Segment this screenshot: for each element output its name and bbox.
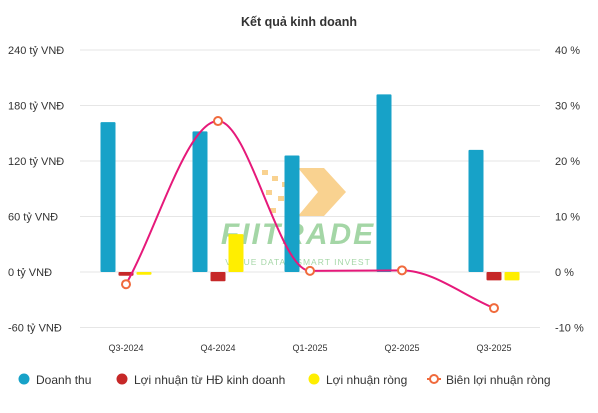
- margin-point: [213, 116, 223, 127]
- y-axis-left: -60 tỷ VNĐ 0 tỷ VNĐ 60 tỷ VNĐ 120 tỷ VNĐ 180…: [8, 45, 64, 335]
- bar-1: [284, 155, 300, 272]
- y-axis-right: -10 % 0 % 10 % 20 % 30 % 40 %: [555, 45, 584, 335]
- bars: [100, 94, 520, 282]
- bar-2: [210, 272, 226, 282]
- legend-marker-3: [308, 373, 320, 385]
- y-right-tick-label: -10 %: [555, 323, 584, 335]
- legend-label-1: Doanh thu: [36, 373, 91, 387]
- bar-3: [228, 234, 244, 272]
- bar-1: [192, 131, 208, 272]
- x-tick-label: Q2-2025: [384, 343, 419, 353]
- y-left-tick-label: 240 tỷ VNĐ: [8, 45, 64, 57]
- bar-2: [118, 272, 134, 276]
- margin-line-path: [125, 120, 495, 310]
- margin-point: [489, 303, 499, 314]
- legend-marker-2: [116, 373, 128, 385]
- bar-1: [100, 122, 116, 273]
- x-tick-label: Q3-2024: [108, 343, 143, 353]
- y-right-tick-label: 40 %: [555, 45, 580, 57]
- bar-1: [376, 94, 392, 273]
- legend-label-3: Lợi nhuận ròng: [326, 373, 407, 387]
- bar-1: [468, 149, 484, 272]
- y-right-tick-label: 10 %: [555, 212, 580, 224]
- bar-2: [486, 272, 502, 281]
- legend-marker-1: [18, 373, 30, 385]
- margin-point: [305, 265, 315, 276]
- margin-point: [121, 279, 131, 290]
- y-right-tick-label: 20 %: [555, 156, 580, 168]
- y-left-tick-label: 60 tỷ VNĐ: [8, 212, 58, 224]
- legend-marker-point: [429, 374, 439, 384]
- x-tick-label: Q1-2025: [292, 343, 327, 353]
- y-left-tick-label: 0 tỷ VNĐ: [8, 267, 52, 279]
- watermark-chevron-icon: [262, 168, 346, 216]
- y-left-tick-label: 120 tỷ VNĐ: [8, 156, 64, 168]
- bar-3: [136, 272, 152, 275]
- y-left-tick-label: -60 tỷ VNĐ: [8, 323, 62, 335]
- x-tick-label: Q4-2024: [200, 343, 235, 353]
- x-tick-label: Q3-2025: [476, 343, 511, 353]
- legend-label-4: Biên lợi nhuận ròng: [446, 373, 551, 387]
- bar-3: [504, 272, 520, 281]
- x-axis: Q3-2024 Q4-2024 Q1-2025 Q2-2025 Q3-2025: [108, 343, 511, 353]
- legend-label-2: Lợi nhuận từ HĐ kinh doanh: [134, 373, 285, 387]
- margin-line: [121, 116, 499, 314]
- legend: Doanh thu Lợi nhuận từ HĐ kinh doanh Lợi n…: [18, 373, 551, 387]
- y-right-tick-label: 0 %: [555, 267, 574, 279]
- y-left-tick-label: 180 tỷ VNĐ: [8, 101, 64, 113]
- chart-title: Kết quả kinh doanh: [241, 15, 357, 29]
- margin-point: [397, 265, 407, 276]
- y-right-tick-label: 30 %: [555, 101, 580, 113]
